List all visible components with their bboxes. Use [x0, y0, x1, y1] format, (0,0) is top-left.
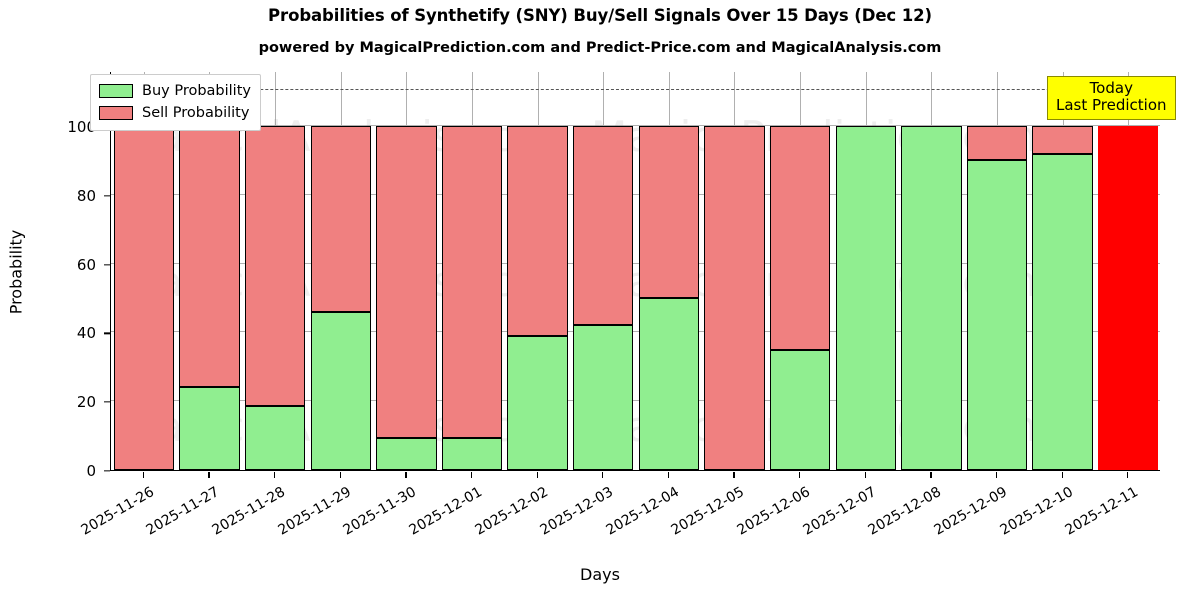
- y-tick-mark: [104, 401, 110, 403]
- bar-group[interactable]: [704, 126, 765, 470]
- bar-group[interactable]: [835, 126, 896, 470]
- bar-group[interactable]: [507, 126, 568, 470]
- y-tick-label: 0: [86, 462, 96, 480]
- bar-group[interactable]: [966, 126, 1028, 470]
- bar-group[interactable]: [901, 126, 962, 470]
- y-tick-label: 20: [76, 393, 96, 412]
- bar-group[interactable]: [1032, 126, 1093, 470]
- plot-area: MagicalAnalysis.comMagicaPrediction.comM…: [110, 72, 1160, 471]
- bar-segment-buy[interactable]: [966, 160, 1028, 470]
- bar-segment-sell[interactable]: [310, 126, 371, 312]
- bar-segment-sell[interactable]: [1032, 126, 1093, 154]
- bar-segment-sell[interactable]: [638, 126, 699, 298]
- x-tick-mark: [208, 472, 210, 478]
- today-annotation-line2: Last Prediction: [1056, 95, 1167, 114]
- y-tick-label: 40: [76, 324, 96, 343]
- bar-segment-buy[interactable]: [769, 349, 831, 470]
- gridline-horizontal: [111, 193, 1160, 195]
- bar-segment-buy[interactable]: [310, 311, 371, 470]
- bar-group[interactable]: [1098, 126, 1159, 470]
- gridline-horizontal: [111, 262, 1160, 264]
- x-tick-mark: [995, 472, 998, 478]
- plot-inner: MagicalAnalysis.comMagicaPrediction.comM…: [111, 72, 1160, 470]
- bar-group[interactable]: [376, 126, 437, 470]
- bar-segment-today[interactable]: [1098, 126, 1159, 470]
- y-axis-tick-labels: 0 20 40 60 80 100: [0, 72, 110, 480]
- x-axis-title: Days: [580, 565, 620, 584]
- y-tick-mark: [104, 332, 110, 335]
- today-annotation-line1: Today: [1089, 79, 1133, 97]
- bar-segment-sell[interactable]: [507, 126, 568, 336]
- bar-segment-buy[interactable]: [835, 126, 896, 470]
- y-axis-title: Probability: [6, 229, 26, 314]
- bar-segment-buy[interactable]: [507, 335, 568, 470]
- bar-group[interactable]: [310, 126, 371, 470]
- y-tick-mark: [104, 470, 110, 472]
- gridline-horizontal: [111, 331, 1160, 333]
- x-tick-mark: [667, 472, 670, 478]
- bar-group[interactable]: [638, 126, 699, 470]
- x-tick-mark: [602, 472, 604, 478]
- bar-segment-buy[interactable]: [179, 387, 240, 470]
- x-tick-mark: [1127, 472, 1129, 478]
- gridline-horizontal: [111, 125, 1160, 126]
- bar-segment-sell[interactable]: [376, 126, 437, 439]
- y-tick-mark: [104, 263, 110, 266]
- x-tick-mark: [733, 472, 735, 478]
- bar-segment-sell[interactable]: [441, 126, 503, 439]
- x-axis-ticks: [110, 472, 1160, 480]
- legend-item-buy: Buy Probability: [99, 80, 251, 102]
- x-tick-mark: [142, 472, 145, 478]
- bar-segment-buy[interactable]: [244, 406, 306, 470]
- bar-segment-sell[interactable]: [769, 126, 831, 350]
- bar-group[interactable]: [769, 126, 831, 470]
- bar-group[interactable]: [441, 126, 503, 470]
- y-tick-label: 60: [76, 255, 96, 274]
- bar-group[interactable]: [244, 126, 306, 470]
- legend-item-sell: Sell Probability: [99, 102, 251, 124]
- x-tick-mark: [536, 472, 538, 478]
- legend-swatch-buy: [99, 84, 133, 98]
- chart-legend: Buy Probability Sell Probability: [90, 74, 261, 131]
- x-tick-mark: [405, 472, 407, 478]
- y-tick-label: 100: [67, 118, 96, 136]
- y-tick-mark: [104, 195, 110, 197]
- today-annotation: Today Last Prediction: [1047, 76, 1176, 120]
- bar-group[interactable]: [113, 126, 174, 470]
- gridline-horizontal: [111, 400, 1160, 402]
- bar-segment-sell[interactable]: [179, 126, 240, 388]
- bar-segment-buy[interactable]: [573, 324, 634, 470]
- page-title: Probabilities of Synthetify (SNY) Buy/Se…: [268, 6, 932, 25]
- bar-segment-sell[interactable]: [704, 126, 765, 470]
- bar-segment-buy[interactable]: [901, 126, 962, 470]
- x-tick-mark: [1061, 472, 1063, 478]
- y-axis-title-wrap: Probability: [7, 72, 42, 471]
- legend-label-buy: Buy Probability: [142, 83, 251, 99]
- bar-group[interactable]: [179, 126, 240, 470]
- legend-label-sell: Sell Probability: [142, 105, 250, 121]
- threshold-dashed-line: [110, 89, 1160, 91]
- x-tick-mark: [799, 472, 801, 478]
- bar-segment-buy[interactable]: [1032, 153, 1093, 470]
- bar-segment-sell[interactable]: [113, 126, 174, 470]
- bar-segment-sell[interactable]: [966, 126, 1028, 161]
- x-tick-mark: [930, 472, 932, 478]
- bar-segment-buy[interactable]: [638, 298, 699, 470]
- bar-segment-sell[interactable]: [244, 126, 306, 407]
- bar-segment-buy[interactable]: [441, 438, 503, 470]
- bar-segment-sell[interactable]: [573, 126, 634, 325]
- y-tick-label: 80: [76, 186, 96, 205]
- x-tick-mark: [470, 472, 473, 478]
- chart-subtitle: powered by MagicalPrediction.com and Pre…: [258, 40, 942, 56]
- x-tick-mark: [339, 472, 341, 478]
- legend-swatch-sell: [99, 106, 133, 120]
- bar-group[interactable]: [573, 126, 634, 470]
- bar-segment-buy[interactable]: [376, 438, 437, 470]
- x-tick-mark: [274, 472, 276, 478]
- x-tick-mark: [864, 472, 866, 478]
